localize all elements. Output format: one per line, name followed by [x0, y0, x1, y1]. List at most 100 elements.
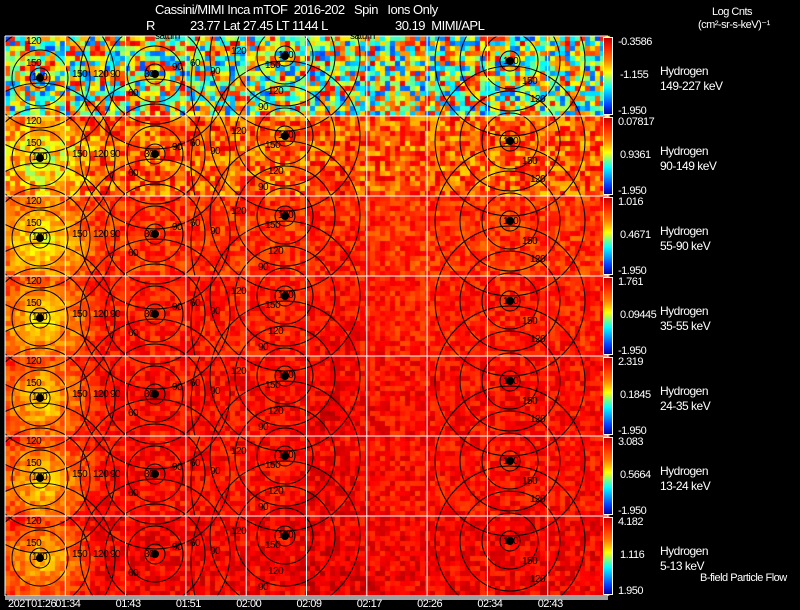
- contour-label: 180: [278, 130, 294, 141]
- contour-label: 120: [231, 446, 247, 457]
- colorbar: [603, 517, 613, 595]
- contour-label: 30: [144, 469, 155, 480]
- r-label: R: [146, 18, 155, 33]
- contour-label: 120: [268, 486, 284, 497]
- contour-label: 120: [93, 149, 109, 160]
- contour-line: [190, 435, 201, 517]
- contour-label: 60: [128, 168, 139, 179]
- contour-label: 30: [144, 229, 155, 240]
- contour-label: 120: [93, 389, 109, 400]
- contour-label: 180: [278, 50, 294, 61]
- contour-label: 120: [231, 286, 247, 297]
- contour-label: 120: [231, 46, 247, 57]
- contour-label: 120: [530, 254, 546, 265]
- species-label: Hydrogen: [660, 464, 709, 478]
- colorbar-mid: 0.9361: [620, 149, 651, 161]
- contour-label: 180: [278, 450, 294, 461]
- colorbar-max: -0.3586: [618, 36, 652, 48]
- contour-label: 180: [32, 312, 48, 323]
- x-tick-label: 01:43: [115, 598, 142, 610]
- x-tick-label: 01:51: [175, 598, 202, 610]
- contour-line: [190, 515, 201, 597]
- contour-label: 120: [268, 246, 284, 257]
- contour-label: 120: [231, 526, 247, 537]
- colorbar: [603, 277, 613, 355]
- contour-label: 90: [110, 229, 121, 240]
- contour-label: 90: [210, 226, 221, 237]
- contour-label: 120: [26, 196, 42, 207]
- contour-label: 180: [278, 290, 294, 301]
- contour-label: 120: [26, 36, 42, 47]
- colorbar-mid: 0.5664: [620, 469, 651, 481]
- colorbar-max: 1.016: [618, 196, 644, 208]
- x-tick-label: 02:17: [356, 598, 383, 610]
- contour-label: 90: [110, 149, 121, 160]
- contour-label: 150: [522, 156, 538, 167]
- contour-label: 120: [530, 334, 546, 345]
- colorbar: [603, 117, 613, 195]
- contour-label: 150: [522, 476, 538, 487]
- species-label: Hydrogen: [660, 544, 709, 558]
- saturn-label: saturn: [155, 31, 180, 42]
- contour-label: 150: [72, 389, 88, 400]
- contour-label: 60: [128, 248, 139, 259]
- contour-label: 90: [210, 306, 221, 317]
- contour-label: 90: [258, 182, 269, 193]
- contour-label: 150: [265, 540, 281, 551]
- x-tick-label: 02:26: [417, 598, 443, 610]
- contour-label: 180: [503, 296, 519, 307]
- contour-label: 120: [26, 116, 42, 127]
- contour-label: 120: [530, 174, 546, 185]
- contour-label: 120: [93, 69, 109, 80]
- x-tick-label: 01:34: [55, 598, 81, 610]
- contour-label: 120: [231, 366, 247, 377]
- contour-label: 150: [72, 229, 88, 240]
- contour-label: 150: [26, 458, 42, 469]
- species-label: Hydrogen: [660, 144, 709, 158]
- contour-line: [190, 115, 201, 197]
- contour-label: 60: [190, 58, 201, 69]
- contour-label: 90: [172, 462, 183, 473]
- contour-label: 120: [93, 549, 109, 560]
- x-tick-label: 02:34: [477, 598, 503, 610]
- contour-label: 150: [265, 220, 281, 231]
- energy-label: 13-24 keV: [660, 479, 711, 493]
- contour-label: 150: [522, 76, 538, 87]
- contour-label: 60: [128, 408, 139, 419]
- contour-label: 90: [172, 382, 183, 393]
- saturn-label: saturn: [350, 31, 375, 42]
- contour-label: 150: [72, 469, 88, 480]
- contour-label: 90: [258, 422, 269, 433]
- contour-label: 180: [503, 56, 519, 67]
- contour-label: 120: [268, 406, 284, 417]
- contour-label: 120: [26, 436, 42, 447]
- x-tick-label: 02:00: [236, 598, 262, 610]
- contour-label: 180: [503, 456, 519, 467]
- species-label: Hydrogen: [660, 224, 709, 238]
- contour-label: 90: [172, 302, 183, 313]
- contour-label: 120: [530, 574, 546, 585]
- species-label: Hydrogen: [660, 64, 709, 78]
- contour-label: 60: [128, 568, 139, 579]
- contour-label: 90: [110, 69, 121, 80]
- contour-label: 120: [268, 326, 284, 337]
- contour-label: 30: [144, 309, 155, 320]
- colorbar-mid: 0.4671: [620, 229, 651, 241]
- contour-label: 120: [530, 414, 546, 425]
- contour-label: 90: [210, 146, 221, 157]
- contour-label: 30: [144, 149, 155, 160]
- units-title: Log Cnts: [712, 6, 753, 18]
- contour-label: 90: [258, 502, 269, 513]
- contour-label: 120: [268, 166, 284, 177]
- contour-label: 120: [93, 229, 109, 240]
- contour-label: 60: [190, 538, 201, 549]
- contour-label: 150: [72, 69, 88, 80]
- contour-line: [190, 355, 201, 437]
- contour-label: 90: [110, 309, 121, 320]
- energy-label: 55-90 keV: [660, 239, 711, 253]
- contour-label: 90: [210, 546, 221, 557]
- energy-label: 24-35 keV: [660, 399, 711, 413]
- contour-label: 180: [32, 472, 48, 483]
- contour-label: 150: [26, 218, 42, 229]
- species-label: Hydrogen: [660, 384, 709, 398]
